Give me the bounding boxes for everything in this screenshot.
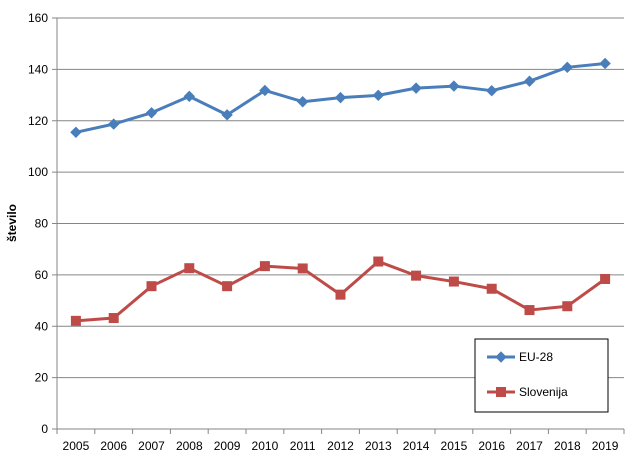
y-tick-label: 20 bbox=[35, 371, 49, 385]
data-point bbox=[70, 126, 82, 139]
data-point bbox=[108, 313, 119, 324]
x-tick-label: 2005 bbox=[63, 439, 90, 453]
x-tick-label: 2006 bbox=[100, 439, 127, 453]
legend: EU-28 Slovenija bbox=[474, 338, 609, 413]
data-point bbox=[297, 263, 308, 274]
data-point bbox=[334, 91, 347, 104]
data-point bbox=[146, 281, 157, 292]
legend-label: Slovenija bbox=[519, 385, 568, 399]
data-point bbox=[372, 89, 385, 102]
y-tick-label: 160 bbox=[28, 11, 48, 25]
x-tick-label: 2007 bbox=[138, 439, 165, 453]
data-point bbox=[184, 263, 195, 274]
y-tick-label: 120 bbox=[28, 114, 48, 128]
x-tick-label: 2015 bbox=[441, 439, 468, 453]
data-point bbox=[222, 281, 233, 292]
legend-box bbox=[474, 338, 609, 413]
x-tick-label: 2014 bbox=[403, 439, 430, 453]
data-point bbox=[448, 276, 459, 287]
data-point bbox=[524, 305, 535, 316]
y-tick-label: 140 bbox=[28, 62, 48, 76]
data-point bbox=[259, 261, 270, 272]
x-tick-label: 2016 bbox=[478, 439, 505, 453]
data-point bbox=[562, 301, 573, 312]
legend-marker bbox=[495, 351, 507, 363]
data-point bbox=[107, 118, 120, 130]
data-point bbox=[183, 90, 196, 103]
y-tick-label: 80 bbox=[35, 217, 49, 231]
data-point bbox=[561, 61, 574, 74]
data-point bbox=[486, 283, 497, 294]
x-tick-label: 2012 bbox=[327, 439, 354, 453]
y-tick-label: 100 bbox=[28, 165, 48, 179]
data-point bbox=[335, 289, 346, 300]
x-tick-label: 2010 bbox=[252, 439, 279, 453]
legend-label: EU-28 bbox=[519, 350, 553, 364]
series-1 bbox=[70, 57, 611, 139]
data-point bbox=[485, 84, 498, 97]
y-axis-title: število bbox=[5, 204, 19, 242]
data-point bbox=[410, 82, 422, 94]
y-tick-label: 0 bbox=[41, 422, 48, 436]
x-tick-label: 2011 bbox=[290, 439, 316, 453]
data-point bbox=[599, 57, 611, 70]
series-2 bbox=[70, 256, 611, 326]
x-tick-label: 2017 bbox=[516, 439, 543, 453]
data-point bbox=[373, 256, 384, 267]
y-tick-label: 60 bbox=[35, 268, 49, 282]
data-point bbox=[259, 84, 271, 97]
x-tick-label: 2009 bbox=[214, 439, 241, 453]
x-tick-label: 2018 bbox=[554, 439, 581, 453]
data-point bbox=[145, 107, 158, 119]
x-tick-label: 2008 bbox=[176, 439, 203, 453]
data-point bbox=[411, 270, 422, 281]
y-tick-label: 40 bbox=[35, 319, 49, 333]
legend-item-2: Slovenija bbox=[487, 385, 568, 399]
x-tick-label: 2019 bbox=[592, 439, 619, 453]
data-point bbox=[70, 315, 81, 326]
data-point bbox=[448, 80, 460, 92]
gridlines bbox=[57, 17, 624, 379]
data-point bbox=[523, 75, 536, 87]
data-point bbox=[600, 273, 611, 284]
legend-marker bbox=[496, 387, 506, 397]
series bbox=[70, 57, 611, 326]
data-point bbox=[296, 96, 309, 108]
data-point bbox=[221, 109, 233, 121]
x-tick-label: 2013 bbox=[365, 439, 392, 453]
axes: 0 20 40 60 80 100 120 140 160 2005 2006 2007 2008 200… bbox=[28, 11, 625, 453]
legend-item-1: EU-28 bbox=[487, 350, 553, 364]
